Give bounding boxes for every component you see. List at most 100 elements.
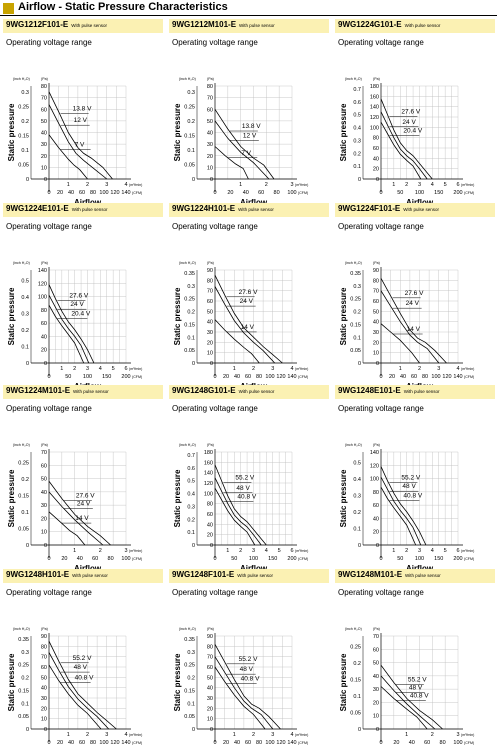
cfm-tick-label: 0 [213, 374, 216, 380]
pulse-sensor-note: With pulse sensor [73, 389, 109, 394]
pa-tick-label: 0 [210, 543, 213, 549]
pa-tick-label: 180 [370, 84, 379, 90]
m3-tick-label: 4 [456, 366, 459, 372]
pulse-sensor-note: With pulse sensor [403, 389, 440, 394]
pa-tick-label: 60 [373, 647, 379, 653]
m3-tick-label: 6 [290, 548, 293, 554]
model-name: 9WG1224E101-E With pulse sensor [6, 204, 107, 213]
operating-range-label: Operating voltage range [172, 588, 258, 597]
m3-tick-label: 3 [418, 548, 421, 554]
m3-tick-label: 1 [405, 732, 408, 738]
cfm-tick-label: 100 [265, 374, 274, 380]
series-line [214, 120, 270, 180]
series-label: 24 V [70, 301, 84, 308]
inch-tick-label: 0.6 [187, 466, 195, 472]
operating-range-label: Operating voltage range [6, 588, 92, 597]
pa-tick-label: 120 [38, 281, 47, 287]
pa-tick-label: 20 [207, 340, 213, 346]
pulse-sensor-note: With pulse sensor [71, 23, 108, 28]
cfm-tick-label: 100 [431, 374, 440, 380]
cfm-tick-label: 100 [415, 556, 424, 562]
cfm-tick-label: 60 [92, 556, 98, 562]
pa-tick-label: 30 [207, 330, 213, 336]
pa-tick-label: 20 [41, 154, 47, 160]
cfm-unit-label: (CFM) [298, 557, 308, 561]
pa-tick-label: 50 [41, 477, 47, 483]
pa-tick-label: 140 [370, 105, 379, 111]
pa-tick-label: 10 [41, 165, 47, 171]
model-label: 9WG1212F101-E [6, 20, 69, 29]
cfm-tick-label: 0 [213, 190, 216, 196]
inch-tick-label: 0.25 [184, 663, 195, 669]
inch-tick-label: 0.1 [21, 148, 29, 154]
inch-tick-label: 0.05 [18, 526, 29, 532]
pa-tick-label: 80 [373, 278, 379, 284]
pa-tick-label: 0 [376, 543, 379, 549]
operating-range-label: Operating voltage range [6, 38, 92, 47]
inch-tick-label: 0.3 [21, 90, 29, 96]
y-axis-title: Static pressure [339, 103, 348, 161]
series-line [214, 286, 275, 364]
pa-tick-label: 100 [370, 125, 379, 131]
pa-tick-label: 40 [207, 686, 213, 692]
inch-tick-label: 0.05 [184, 163, 195, 169]
inch-unit-label: (inch H₂O) [179, 77, 196, 81]
pa-tick-label: 0 [44, 177, 47, 183]
chart-card: 9WG1212M101-E With pulse sensor Operating … [169, 19, 329, 207]
pa-tick-label: 30 [207, 142, 213, 148]
cfm-tick-label: 120 [442, 374, 451, 380]
pa-tick-label: 20 [41, 516, 47, 522]
cfm-tick-label: 20 [223, 740, 229, 746]
m3-tick-label: 2 [405, 182, 408, 188]
inch-tick-label: 0 [26, 727, 29, 733]
pa-tick-label: 50 [41, 675, 47, 681]
series-line [214, 656, 274, 730]
series-line [48, 134, 88, 180]
series-label: 40.8 V [241, 675, 260, 682]
inch-tick-label: 0.5 [353, 460, 361, 466]
model-label: 9WG1248G101-E [172, 386, 236, 395]
inch-tick-label: 0.2 [353, 661, 361, 667]
pa-tick-label: 30 [41, 696, 47, 702]
series-label: 13.8 V [73, 106, 92, 113]
model-name: 9WG1248H101-E With pulse sensor [6, 570, 108, 579]
cfm-tick-label: 60 [79, 740, 85, 746]
model-label: 9WG1224F101-E [338, 204, 401, 213]
cfm-unit-label: (CFM) [464, 557, 474, 561]
cfm-tick-label: 20 [57, 740, 63, 746]
inch-tick-label: 0.1 [187, 701, 195, 707]
cfm-unit-label: (CFM) [298, 741, 308, 745]
inch-tick-label: 0 [358, 361, 361, 367]
model-bar: 9WG1224F101-E With pulse sensor [335, 203, 495, 217]
inch-tick-label: 0.4 [187, 492, 195, 498]
inch-tick-label: 0.15 [18, 493, 29, 499]
inch-tick-label: 0.35 [184, 271, 195, 277]
pa-tick-label: 80 [207, 644, 213, 650]
inch-tick-label: 0.25 [184, 297, 195, 303]
inch-tick-label: 0.1 [21, 701, 29, 707]
y-axis-title: Static pressure [173, 287, 182, 345]
pa-tick-label: 60 [41, 463, 47, 469]
inch-tick-label: 0.35 [350, 271, 361, 277]
series-line [214, 666, 266, 730]
pa-tick-label: 10 [41, 530, 47, 536]
m3-unit-label: (m³/min) [461, 733, 474, 737]
series-line [214, 488, 256, 546]
model-bar: 9WG1248F101-E With pulse sensor [169, 569, 329, 583]
model-name: 9WG1248M101-E With pulse sensor [338, 570, 441, 579]
pq-chart: (inch H₂O) (Pa)02040608010012014016018000… [339, 77, 474, 207]
pa-tick-label: 40 [373, 320, 379, 326]
pa-tick-label: 30 [373, 687, 379, 693]
pa-unit-label: (Pa) [41, 261, 48, 265]
pa-tick-label: 80 [207, 502, 213, 508]
pa-tick-label: 0 [44, 543, 47, 549]
cfm-tick-label: 150 [268, 556, 277, 562]
inch-tick-label: 0 [192, 727, 195, 733]
m3-tick-label: 3 [86, 366, 89, 372]
m3-tick-label: 1 [67, 182, 70, 188]
cfm-tick-label: 200 [121, 374, 130, 380]
inch-tick-label: 0.15 [184, 322, 195, 328]
inch-tick-label: 0.15 [350, 322, 361, 328]
m3-tick-label: 1 [239, 182, 242, 188]
pa-tick-label: 70 [41, 655, 47, 661]
